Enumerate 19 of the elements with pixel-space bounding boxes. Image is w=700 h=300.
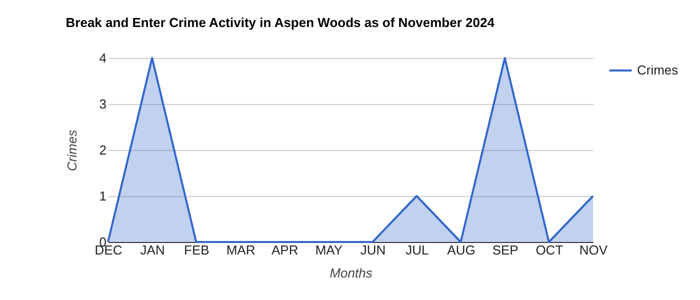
x-tick-label: OCT <box>536 242 564 258</box>
chart-title: Break and Enter Crime Activity in Aspen Woods as of November 2024 <box>66 15 496 30</box>
y-tick-label: 1 <box>99 188 106 204</box>
x-tick-label: JAN <box>140 242 165 258</box>
y-tick-label: 3 <box>99 96 106 112</box>
x-tick-label: SEP <box>492 242 518 258</box>
x-tick-label: JUL <box>406 242 429 258</box>
x-tick-label: FEB <box>184 242 210 258</box>
x-tick-label: APR <box>271 242 298 258</box>
y-tick-label: 4 <box>99 50 106 66</box>
x-tick-label: NOV <box>579 242 608 258</box>
legend-label: Crimes <box>637 62 679 78</box>
x-axis-title: Months <box>330 266 373 280</box>
x-tick-label: JUN <box>360 242 386 258</box>
y-axis-title: Crimes <box>64 129 80 172</box>
x-tick-label: AUG <box>447 242 476 258</box>
y-tick-label: 2 <box>99 142 106 158</box>
x-tick-label: MAY <box>315 242 343 258</box>
x-tick-label: MAR <box>226 242 256 258</box>
